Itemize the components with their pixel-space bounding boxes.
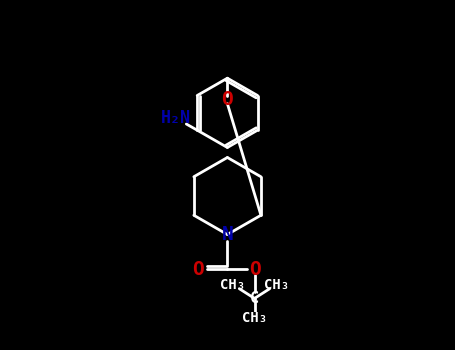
Text: CH₃: CH₃ bbox=[263, 278, 289, 292]
Text: CH₃: CH₃ bbox=[220, 278, 245, 292]
Text: O: O bbox=[248, 260, 260, 279]
Text: N: N bbox=[222, 225, 233, 244]
Text: O: O bbox=[222, 90, 233, 109]
Text: O: O bbox=[192, 260, 204, 279]
Text: CH₃: CH₃ bbox=[242, 311, 267, 325]
Text: H₂N: H₂N bbox=[161, 109, 191, 127]
Text: C: C bbox=[250, 291, 259, 306]
